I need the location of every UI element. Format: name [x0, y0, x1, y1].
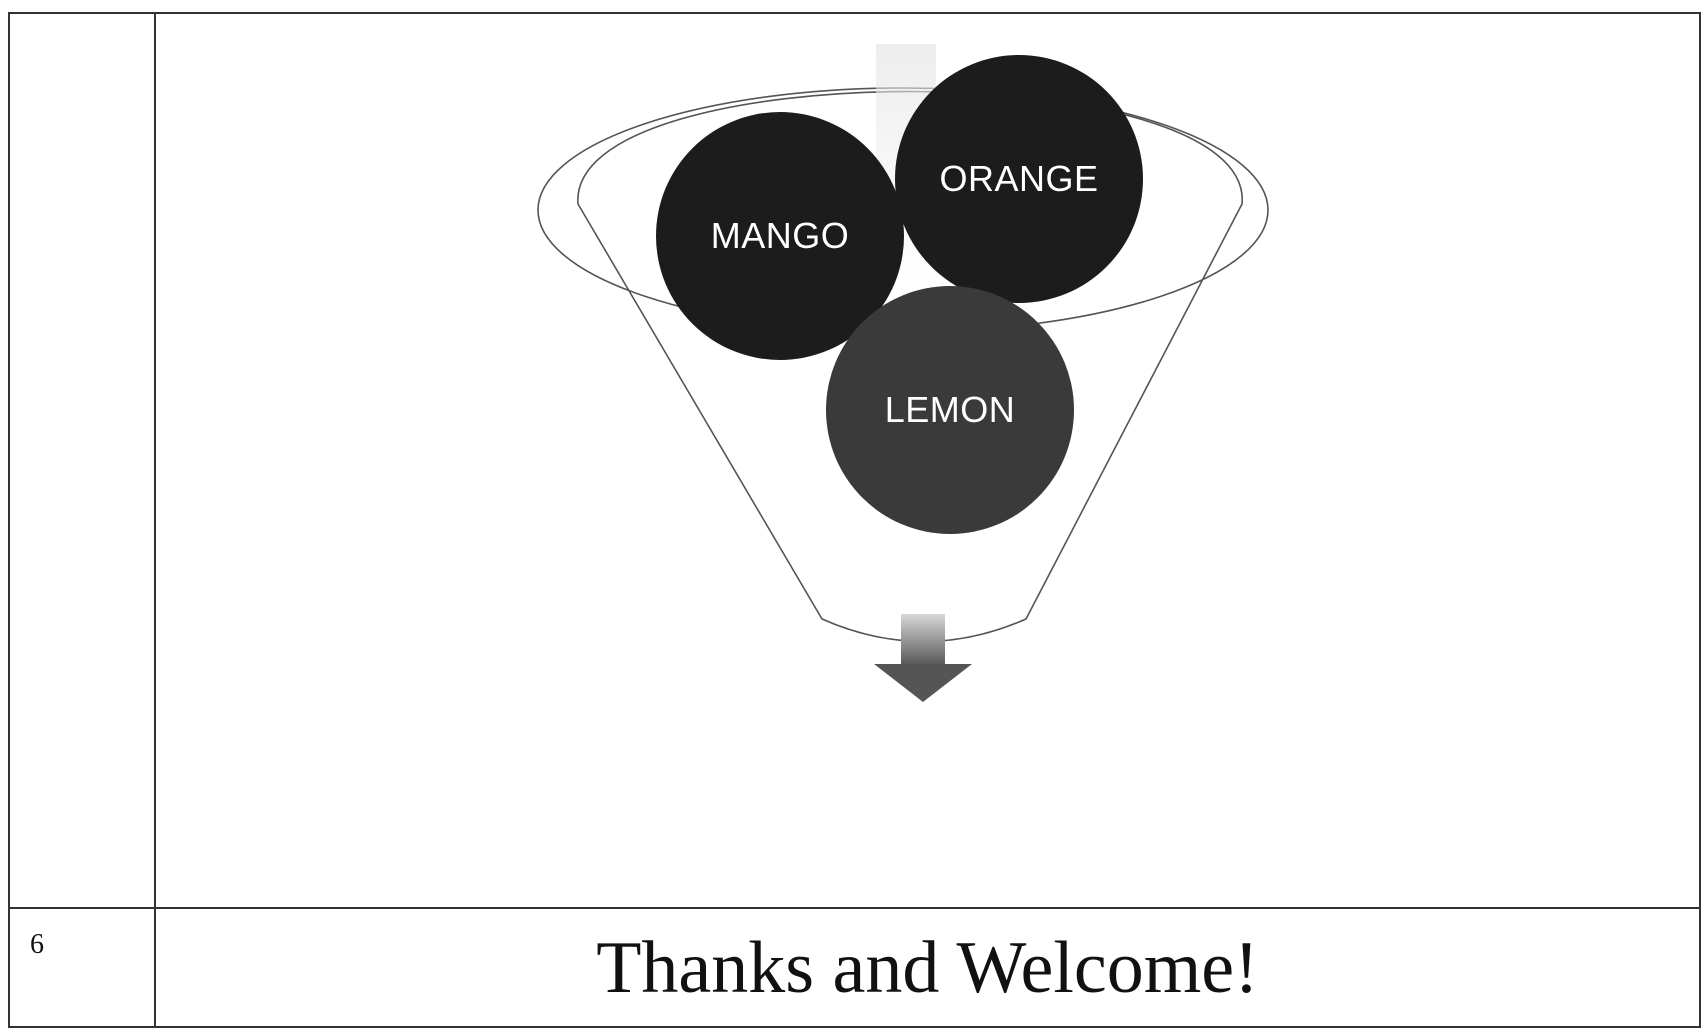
table-row: 6 Thanks and Welcome! [8, 907, 1701, 1028]
diagram-cell: MANGO ORANGE LEMON [154, 12, 1701, 909]
table-row: MANGO ORANGE LEMON [8, 12, 1701, 909]
circle-label: ORANGE [939, 158, 1098, 199]
row-number-cell [8, 12, 156, 909]
funnel-diagram: MANGO ORANGE LEMON [537, 44, 1269, 702]
fruit-circle: MANGO [656, 112, 904, 360]
down-arrow-icon [874, 614, 972, 702]
row-number: 6 [8, 907, 156, 1028]
circle-label: MANGO [711, 215, 850, 256]
document-table: MANGO ORANGE LEMON 6 Thanks and Welcome! [8, 12, 1701, 1028]
fruit-circle: ORANGE [895, 55, 1143, 303]
fruit-circle: LEMON [826, 286, 1074, 534]
circle-label: LEMON [885, 389, 1016, 430]
closing-text: Thanks and Welcome! [154, 907, 1701, 1028]
